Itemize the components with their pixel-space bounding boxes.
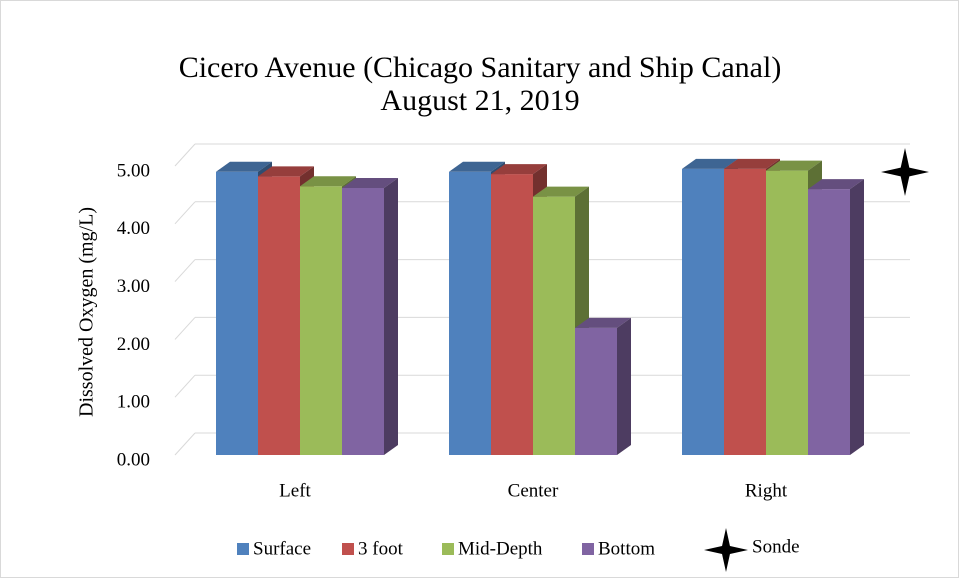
bar (575, 327, 617, 455)
y-tick-label: 0.00 (117, 449, 150, 470)
bar (766, 170, 808, 455)
legend-swatch (582, 543, 594, 555)
bar-top (682, 158, 738, 169)
bar-top (449, 161, 505, 172)
bar-top (258, 166, 314, 177)
bar (216, 171, 258, 455)
grid-line-side (174, 374, 196, 398)
y-tick-label: 5.00 (117, 160, 150, 181)
bar (449, 171, 491, 455)
legend-label: 3 foot (358, 538, 404, 559)
legend-swatch (442, 543, 454, 555)
bar-top (575, 317, 631, 328)
x-tick-label: Left (279, 480, 311, 501)
bar (258, 176, 300, 456)
bar (491, 174, 533, 456)
bar (300, 186, 342, 456)
legend-swatch (342, 543, 354, 555)
bar-top (724, 158, 780, 169)
x-tick-label: Center (508, 480, 559, 501)
legend-label: Sonde (752, 536, 800, 557)
bar-top (766, 160, 822, 171)
bar-side (850, 179, 864, 455)
x-tick-label: Right (745, 480, 788, 501)
legend-label: Mid-Depth (458, 538, 543, 559)
grid-line-side (174, 259, 196, 282)
bar-top (342, 177, 398, 188)
chart-title: Cicero Avenue (Chicago Sanitary and Ship… (179, 51, 782, 84)
legend-label: Bottom (598, 538, 655, 559)
y-tick-label: 2.00 (117, 334, 150, 355)
grid-line-side (174, 432, 196, 456)
bar-side (617, 317, 631, 455)
bar-top (808, 179, 864, 190)
y-tick-label: 3.00 (117, 276, 150, 297)
y-tick-label: 1.00 (117, 392, 150, 413)
sonde-marker (881, 148, 929, 196)
bar-top (533, 186, 589, 197)
bar (682, 168, 724, 455)
grid-line-side (174, 201, 196, 225)
bar-side (384, 177, 398, 456)
bar (724, 168, 766, 455)
legend-label: Surface (253, 538, 311, 559)
bar-top (300, 176, 356, 187)
bar-top (491, 164, 547, 175)
bar (533, 196, 575, 455)
grid-line-side (174, 143, 196, 167)
chart-subtitle: August 21, 2019 (380, 84, 579, 117)
grid-line-side (174, 317, 196, 340)
bar (808, 189, 850, 455)
bar (342, 187, 384, 456)
y-axis-title: Dissolved Oxygen (mg/L) (76, 207, 98, 417)
legend-sonde-marker (704, 528, 748, 572)
legend-swatch (237, 543, 249, 555)
y-tick-label: 4.00 (117, 218, 150, 239)
bar-top (216, 161, 272, 172)
